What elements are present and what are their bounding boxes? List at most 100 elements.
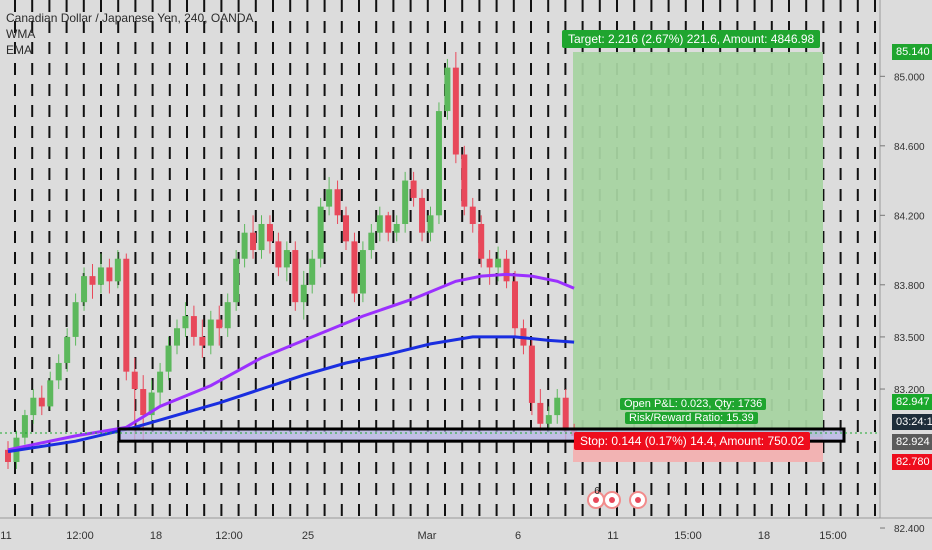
candle-body <box>114 258 121 282</box>
candle-body <box>55 362 62 381</box>
candle-body <box>486 258 493 268</box>
event-badge-count: 6 <box>594 486 600 497</box>
candle-body <box>89 276 96 285</box>
price-tick-label: 84.200 <box>894 211 925 222</box>
candle-body <box>190 316 197 337</box>
ema-line <box>7 335 575 454</box>
candle-body <box>38 397 45 407</box>
candle-body <box>224 302 231 329</box>
candle-body <box>148 392 155 416</box>
candle-body <box>385 215 392 233</box>
candle-body <box>359 250 366 294</box>
time-tick-label: Mar <box>418 530 437 542</box>
candle-body <box>478 223 485 259</box>
time-tick-label: 18 <box>758 530 770 542</box>
candle-body <box>64 336 71 363</box>
candle-body <box>528 345 535 403</box>
risk-reward-label[interactable]: Risk/Reward Ratio: 15.39 <box>625 412 758 424</box>
candle-body <box>165 345 172 372</box>
candle-body <box>106 267 113 282</box>
candle-body <box>300 284 307 303</box>
candle-body <box>216 319 223 329</box>
indicator-wma[interactable]: WMA <box>6 27 36 41</box>
candle-body <box>343 215 349 242</box>
wma-line <box>7 272 575 452</box>
open-pl-label[interactable]: Open P&L: 0.023, Qty: 1736 <box>620 398 767 410</box>
time-tick-label: 15:00 <box>819 530 847 542</box>
candle-body <box>266 223 273 242</box>
candle-body <box>309 258 316 285</box>
candle-body <box>503 258 510 282</box>
time-tick-label: 11 <box>607 530 618 542</box>
candle-body <box>512 281 518 329</box>
target-label[interactable]: Target: 2.216 (2.67%) 221.6, Amount: 484… <box>562 30 821 48</box>
candle-body <box>258 223 265 251</box>
candle-body <box>393 223 400 233</box>
candle-body <box>123 258 130 372</box>
candle-body <box>545 415 552 424</box>
candle-body <box>495 258 502 268</box>
price-tick-label: 83.200 <box>894 385 925 396</box>
candlestick-series <box>5 52 578 469</box>
time-axis[interactable]: 11 12:00 18 12:00 25 Mar 6 11 15:00 18 15:00 <box>0 530 846 542</box>
target-zone <box>573 52 823 437</box>
candle-body <box>461 154 468 207</box>
price-tick-label: 83.800 <box>894 281 925 292</box>
time-tick-label: 25 <box>302 530 314 542</box>
countdown-tag: 03:24:13 <box>892 414 932 430</box>
price-tick-label: 82.400 <box>894 524 925 535</box>
symbol-title[interactable]: Canadian Dollar / Japanese Yen, 240, OAN… <box>6 11 254 25</box>
event-marker-dot <box>609 497 615 503</box>
candle-body <box>207 319 214 346</box>
target-price-tag: 85.140 <box>892 44 932 60</box>
candle-body <box>5 449 11 462</box>
candle-body <box>72 302 79 337</box>
stop-label[interactable]: Stop: 0.144 (0.17%) 14.4, Amount: 750.02 <box>574 432 811 450</box>
price-axis[interactable]: 85.000 84.600 84.200 83.800 83.500 83.200 82.4… <box>880 72 925 535</box>
candle-body <box>81 276 88 303</box>
candle-body <box>131 371 138 390</box>
candle-body <box>554 397 561 416</box>
candle-body <box>402 180 409 224</box>
candle-body <box>410 180 417 198</box>
candle-body <box>334 189 341 216</box>
chart-legend: Canadian Dollar / Japanese Yen, 240, OAN… <box>6 10 254 58</box>
candle-body <box>97 267 104 285</box>
candle-body <box>469 206 476 224</box>
candle-body <box>435 111 442 216</box>
event-marker-dot <box>635 497 641 503</box>
candle-body <box>444 67 451 112</box>
stop-price-tag: 82.780 <box>892 454 932 470</box>
candle-body <box>157 371 164 393</box>
candle-body <box>562 397 569 431</box>
candle-body <box>199 336 206 346</box>
time-tick-label: 6 <box>515 530 521 542</box>
moving-averages <box>7 272 575 454</box>
time-tick-label: 11 <box>0 530 11 542</box>
position-zones <box>573 52 823 462</box>
current-price-tag: 82.947 <box>892 394 932 410</box>
price-tick-label: 83.500 <box>894 333 925 344</box>
candle-body <box>317 206 324 259</box>
candle-body <box>292 250 299 303</box>
price-tick-label: 84.600 <box>894 142 925 153</box>
candle-body <box>283 250 290 268</box>
indicator-ema[interactable]: EMA <box>6 43 33 57</box>
candle-body <box>326 189 333 207</box>
candle-body <box>537 402 544 424</box>
time-tick-label: 15:00 <box>674 530 702 542</box>
event-marker-dot <box>593 497 599 503</box>
time-tick-label: 18 <box>150 530 162 542</box>
price-tick-label: 85.000 <box>894 72 925 83</box>
candle-body <box>21 415 28 438</box>
candle-body <box>368 232 375 251</box>
entry-price-tag: 82.924 <box>892 434 932 450</box>
candle-body <box>376 215 383 233</box>
time-tick-label: 12:00 <box>215 530 243 542</box>
candle-body <box>427 215 434 233</box>
candle-body <box>241 232 248 259</box>
candle-body <box>30 397 37 416</box>
candle-body <box>47 380 54 407</box>
time-tick-label: 12:00 <box>66 530 94 542</box>
